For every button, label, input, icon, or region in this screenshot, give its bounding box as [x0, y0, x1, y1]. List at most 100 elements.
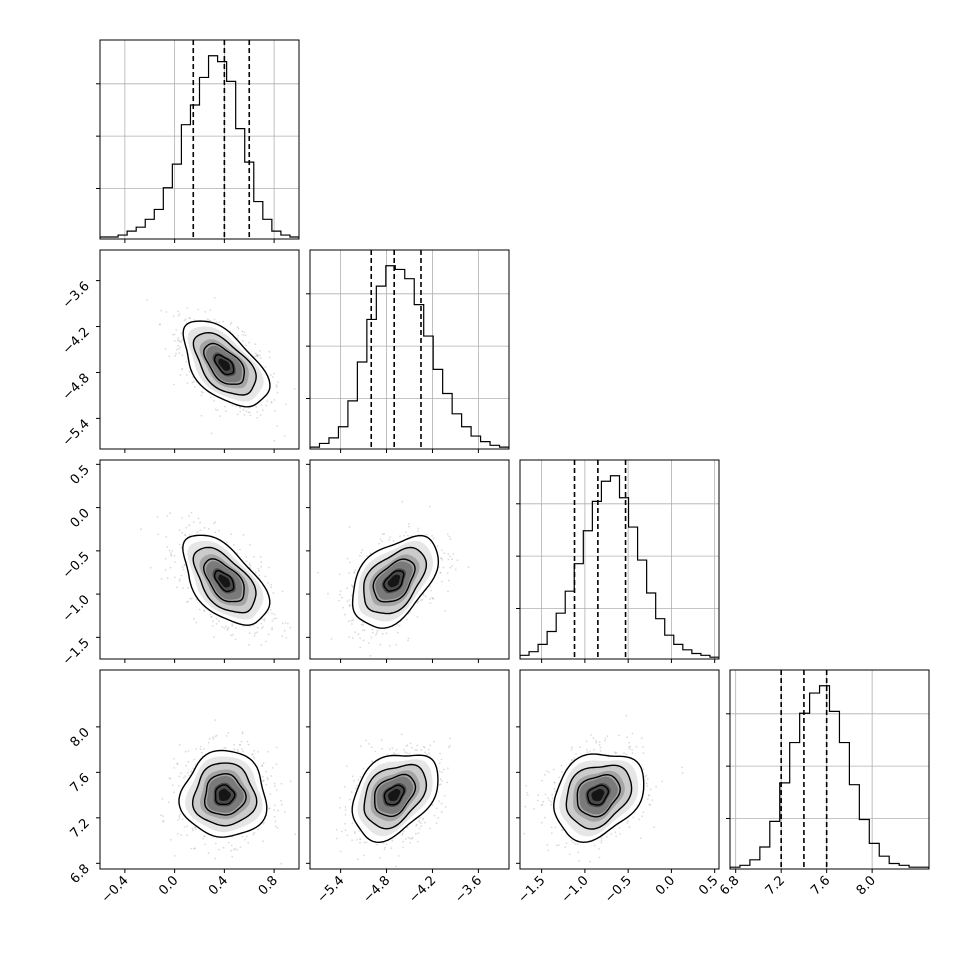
- scatter-point: [259, 350, 261, 352]
- scatter-point: [182, 568, 185, 571]
- scatter-point: [186, 834, 189, 837]
- scatter-point: [231, 633, 234, 636]
- scatter-point: [236, 326, 239, 329]
- scatter-point: [363, 629, 366, 631]
- scatter-point: [359, 838, 361, 840]
- scatter-point: [200, 414, 203, 417]
- scatter-point: [182, 587, 184, 589]
- scatter-point: [590, 734, 592, 736]
- scatter-point: [223, 627, 226, 629]
- scatter-point: [223, 746, 226, 749]
- scatter-point: [348, 561, 351, 564]
- scatter-point: [226, 627, 229, 630]
- scatter-point: [346, 834, 349, 837]
- scatter-point: [248, 543, 251, 546]
- scatter-point: [174, 355, 177, 357]
- scatter-point: [429, 827, 431, 830]
- scatter-point: [441, 559, 444, 561]
- histogram-p0: [100, 55, 299, 239]
- scatter-point: [348, 572, 351, 574]
- scatter-point: [681, 766, 683, 769]
- scatter-point: [435, 822, 438, 824]
- scatter-point: [173, 576, 176, 579]
- scatter-point: [166, 546, 169, 548]
- scatter-point: [402, 840, 405, 843]
- scatter-point: [262, 822, 265, 825]
- scatter-point: [363, 854, 366, 857]
- scatter-point: [395, 865, 397, 868]
- scatter-point: [440, 557, 443, 560]
- scatter-point: [185, 360, 188, 363]
- scatter-point: [247, 411, 250, 414]
- scatter-point: [168, 549, 171, 552]
- scatter-point: [175, 586, 178, 589]
- scatter-point: [429, 744, 432, 747]
- scatter-point: [409, 837, 411, 840]
- scatter-point: [173, 757, 176, 760]
- scatter-point: [273, 809, 276, 811]
- scatter-point: [401, 500, 404, 503]
- scatter-point: [351, 839, 353, 842]
- scatter-point: [284, 622, 287, 624]
- scatter-point: [366, 555, 368, 557]
- scatter-point: [357, 633, 360, 636]
- scatter-point: [447, 553, 450, 555]
- scatter-point: [178, 339, 180, 342]
- scatter-point: [444, 806, 447, 808]
- scatter-point: [188, 370, 191, 373]
- scatter-point: [388, 748, 391, 751]
- scatter-point: [169, 512, 171, 515]
- scatter-point: [261, 409, 264, 412]
- contour-line: [372, 558, 416, 603]
- scatter-point: [184, 318, 187, 321]
- scatter-point: [376, 629, 379, 632]
- panel-frame-p0-p3: [99, 669, 300, 870]
- scatter-point: [262, 780, 264, 783]
- scatter-point: [257, 354, 259, 357]
- scatter-point: [275, 763, 278, 765]
- scatter-point: [256, 631, 258, 634]
- scatter-point: [423, 746, 426, 749]
- scatter-point: [421, 598, 424, 601]
- scatter-point: [447, 746, 450, 749]
- scatter-point: [255, 405, 258, 408]
- scatter-point: [341, 596, 343, 599]
- scatter-point: [168, 355, 171, 358]
- scatter-point: [181, 368, 184, 371]
- scatter-point: [406, 826, 409, 829]
- scatter-point: [218, 529, 221, 532]
- scatter-point: [227, 732, 230, 734]
- scatter-point: [353, 571, 356, 574]
- scatter-point: [160, 814, 162, 816]
- scatter-point: [359, 745, 362, 747]
- scatter-point: [261, 765, 264, 767]
- scatter-point: [389, 536, 391, 538]
- scatter-point: [344, 822, 346, 825]
- scatter-point: [397, 624, 399, 626]
- scatter-point: [338, 807, 341, 809]
- scatter-point: [169, 566, 172, 569]
- scatter-point: [179, 772, 182, 775]
- scatter-point: [406, 534, 409, 537]
- scatter-point: [327, 592, 329, 595]
- scatter-point: [289, 780, 292, 783]
- scatter-point: [267, 778, 269, 781]
- scatter-point: [172, 315, 175, 318]
- scatter-point: [177, 337, 180, 340]
- scatter-point: [254, 343, 257, 346]
- scatter-point: [449, 566, 451, 569]
- panel-frame-p1-p2: [309, 459, 510, 660]
- scatter-point: [166, 515, 168, 517]
- scatter-point: [428, 752, 431, 755]
- scatter-point: [628, 741, 630, 744]
- scatter-point: [179, 374, 182, 376]
- scatter-point: [438, 800, 440, 803]
- scatter-point: [271, 626, 273, 629]
- scatter-point: [256, 411, 259, 413]
- scatter-point: [354, 569, 357, 572]
- contour-line: [192, 546, 257, 614]
- scatter-point: [271, 620, 274, 622]
- scatter-point: [188, 515, 190, 517]
- scatter-point: [425, 534, 428, 536]
- scatter-point: [245, 835, 248, 838]
